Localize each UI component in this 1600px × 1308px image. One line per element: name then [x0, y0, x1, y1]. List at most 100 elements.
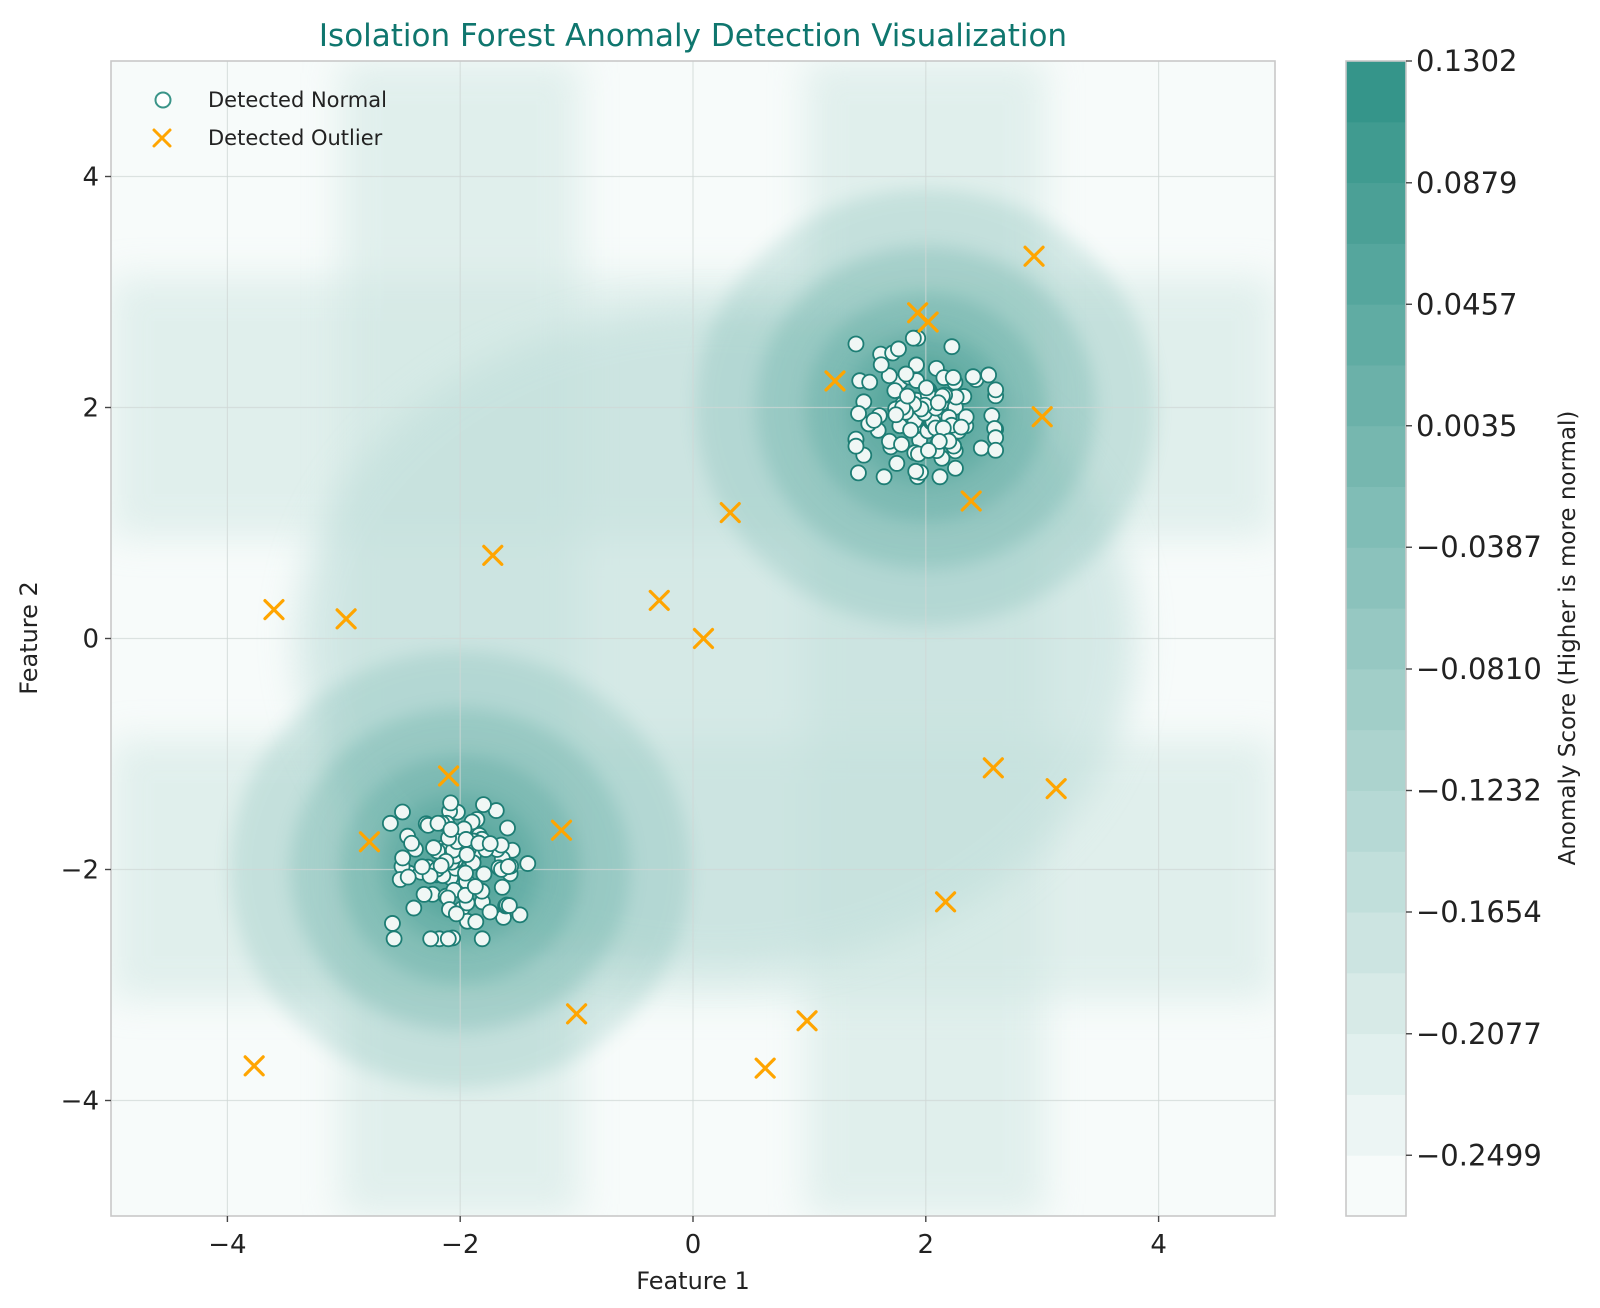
plot-area: [110, 60, 1276, 1217]
outlier-stroke: [1045, 778, 1067, 800]
normal-point: [405, 899, 423, 917]
normal-point: [385, 930, 403, 948]
normal-point: [944, 369, 962, 386]
normal-point: [500, 897, 518, 914]
normal-points: [381, 329, 1005, 948]
normal-point: [439, 930, 457, 948]
normal-point: [897, 365, 915, 383]
outlier-point: [982, 757, 1004, 779]
normal-point: [890, 340, 907, 358]
outlier-point: [1045, 778, 1067, 800]
y-axis-label: Feature 2: [15, 581, 43, 695]
normal-point: [394, 803, 411, 821]
colorbar-band: [1346, 61, 1406, 123]
outlier-point: [1023, 245, 1045, 267]
x-tick-label: −2: [441, 1230, 479, 1260]
normal-point: [413, 858, 431, 876]
normal-point: [861, 373, 879, 391]
x-tick-label: 2: [918, 1230, 935, 1260]
normal-point: [952, 418, 970, 436]
colorbar-label: Anomaly Score (Higher is more normal): [1555, 411, 1581, 866]
normal-point: [425, 839, 443, 857]
outlier-point: [1031, 406, 1053, 428]
grid: [111, 61, 1275, 1216]
colorbar-tick-label: −0.1654: [1416, 895, 1542, 929]
normal-point: [929, 394, 947, 412]
outlier-stroke: [1031, 406, 1053, 428]
normal-point: [880, 367, 898, 385]
colorbar-band: [1346, 972, 1406, 1035]
colorbar-tick-label: 0.0879: [1416, 166, 1517, 200]
outlier-stroke: [982, 757, 1004, 779]
normal-point: [902, 421, 920, 439]
legend-normal-label: Detected Normal: [208, 88, 387, 112]
normal-point: [493, 878, 511, 896]
normal-point: [447, 905, 465, 923]
outlier-point: [960, 490, 982, 512]
colorbar-band: [1346, 121, 1406, 184]
outlier-point: [934, 891, 957, 913]
colorbar: 0.1302 0.0879 0.0457 0.0035 −0.0387 −0.0810 −0…: [1345, 44, 1581, 1217]
outlier-point: [692, 627, 715, 650]
normal-point: [467, 913, 485, 931]
y-axis-ticks: −4 −2 0 2 4: [61, 163, 111, 1117]
normal-point: [875, 468, 893, 486]
y-tick-label: −4: [61, 1087, 99, 1117]
normal-point: [947, 459, 964, 477]
normal-point: [872, 356, 890, 374]
colorbar-tick-label: −0.2499: [1416, 1138, 1542, 1172]
outlier-stroke: [263, 599, 285, 621]
normal-point: [931, 468, 949, 486]
outlier-stroke: [437, 765, 460, 787]
normal-point: [847, 437, 865, 455]
normal-point: [442, 821, 460, 838]
outlier-stroke: [1023, 245, 1045, 267]
colorbar-band: [1346, 486, 1406, 548]
normal-point: [475, 796, 492, 814]
normal-point: [907, 462, 925, 480]
normal-point: [384, 915, 401, 932]
outlier-stroke: [824, 370, 846, 392]
normal-point: [442, 794, 460, 812]
normal-point: [980, 366, 997, 384]
normal-point: [972, 439, 990, 457]
x-axis-ticks: −4 −2 0 2 4: [208, 1216, 1167, 1260]
y-tick-label: 2: [82, 394, 99, 424]
outlier-stroke: [243, 1055, 265, 1077]
outlier-stroke: [358, 831, 381, 853]
outlier-point: [824, 370, 846, 392]
outlier-stroke: [719, 502, 741, 524]
normal-point: [987, 381, 1005, 399]
outlier-stroke: [934, 891, 957, 913]
y-tick-label: 4: [82, 163, 99, 193]
colorbar-band: [1346, 1094, 1406, 1156]
colorbar-band: [1346, 304, 1406, 366]
normal-point: [481, 903, 499, 921]
outlier-point: [437, 765, 460, 787]
normal-point: [519, 855, 537, 872]
outlier-stroke: [335, 608, 357, 630]
legend-normal-marker: [154, 91, 172, 109]
normal-point: [473, 930, 491, 948]
outlier-stroke: [754, 1057, 776, 1079]
normal-point: [499, 819, 516, 837]
normal-point: [394, 849, 412, 867]
normal-point: [943, 338, 961, 356]
colorbar-tick-label: 0.0457: [1416, 287, 1517, 321]
normal-point: [415, 886, 433, 903]
legend: Detected Normal Detected Outlier: [152, 88, 387, 150]
colorbar-band: [1346, 668, 1406, 731]
colorbar-band: [1346, 1155, 1406, 1217]
normal-point: [899, 387, 916, 405]
colorbar-tick-label: −0.2077: [1416, 1017, 1542, 1051]
normal-point: [888, 455, 906, 472]
colorbar-band: [1346, 1033, 1406, 1095]
normal-point: [850, 464, 867, 482]
normal-point: [918, 379, 935, 397]
outlier-points: [243, 245, 1067, 1079]
outlier-point: [550, 819, 573, 841]
normal-point: [499, 858, 517, 876]
outlier-point: [754, 1057, 776, 1079]
normal-point: [893, 435, 910, 453]
outlier-stroke: [482, 544, 504, 566]
